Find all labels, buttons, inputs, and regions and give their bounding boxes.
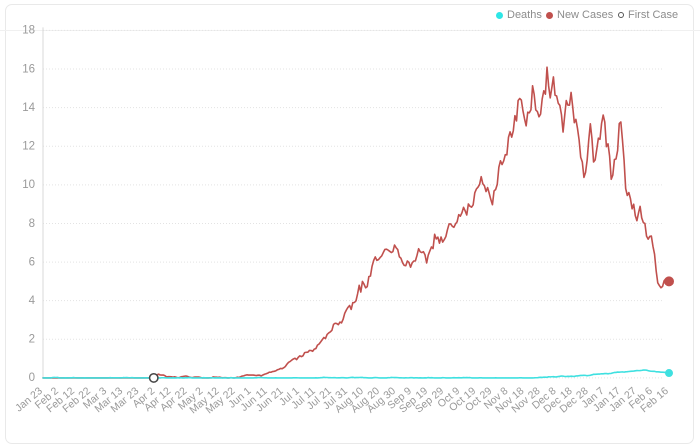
svg-text:8: 8 (29, 218, 35, 230)
svg-text:0: 0 (29, 372, 35, 384)
svg-text:4: 4 (29, 295, 36, 307)
svg-text:2: 2 (29, 334, 35, 346)
svg-text:12: 12 (22, 141, 35, 153)
svg-text:16: 16 (22, 63, 35, 75)
svg-text:14: 14 (22, 102, 35, 114)
svg-text:18: 18 (22, 25, 35, 37)
svg-text:6: 6 (29, 256, 35, 268)
svg-text:10: 10 (22, 179, 35, 191)
